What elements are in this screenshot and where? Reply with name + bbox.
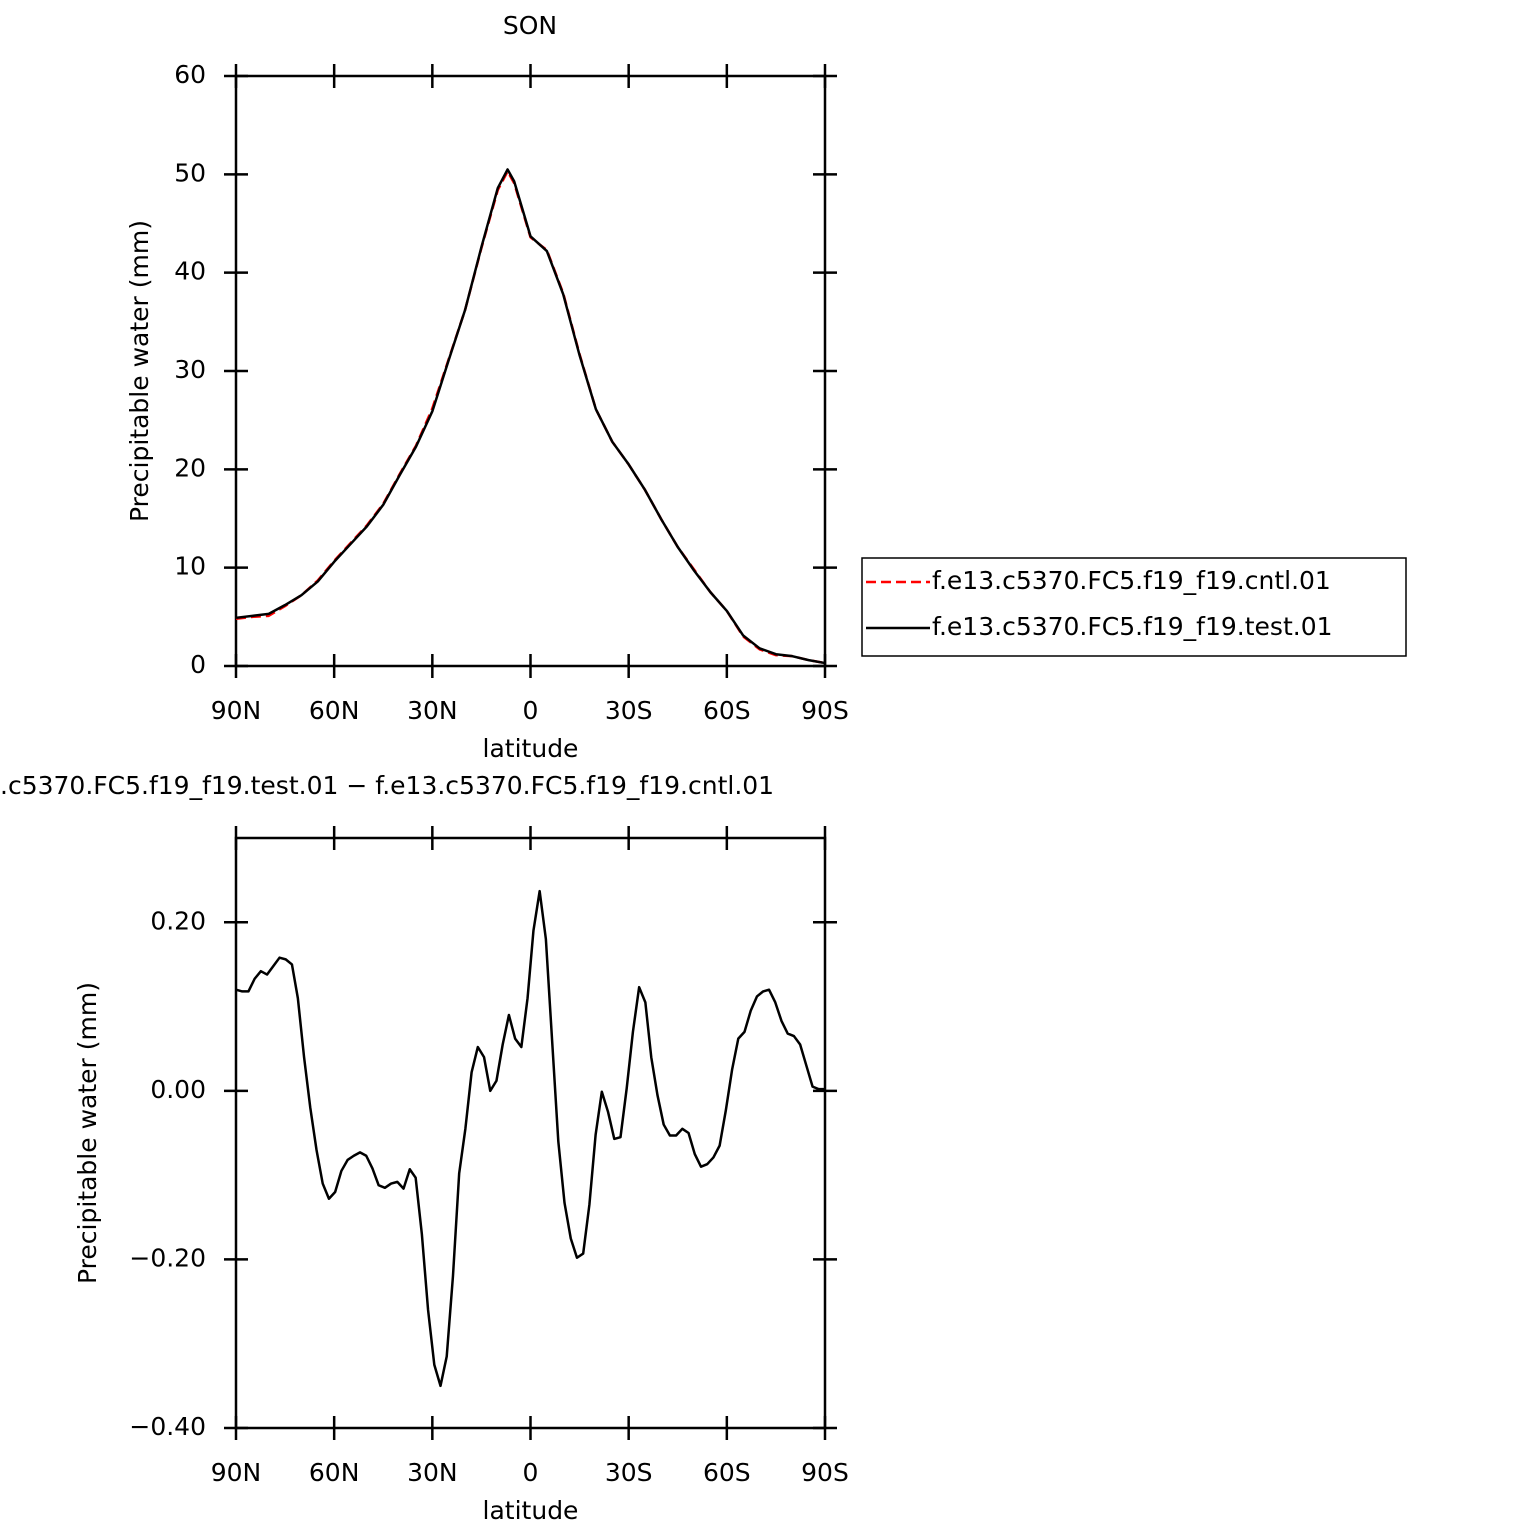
y-tick-label: 40 — [174, 257, 206, 286]
x-tick-label: 60S — [703, 696, 751, 725]
series-line — [235, 170, 826, 665]
y-tick-label: 60 — [174, 60, 206, 89]
x-tick-label: 90N — [211, 1458, 262, 1487]
x-tick-label: 30S — [605, 1458, 653, 1487]
x-tick-label: 0 — [523, 696, 539, 725]
y-tick-label: −0.20 — [129, 1243, 206, 1272]
y-tick-label: 30 — [174, 355, 206, 384]
y-tick-label: 0.20 — [150, 906, 206, 935]
x-tick-label: 0 — [523, 1458, 539, 1487]
y-tick-label: −0.40 — [129, 1412, 206, 1441]
y-axis-label: Precipitable water (mm) — [125, 220, 154, 522]
x-tick-label: 60S — [703, 1458, 751, 1487]
y-tick-label: 0 — [190, 650, 206, 679]
x-tick-label: 90N — [211, 696, 262, 725]
x-tick-label: 60N — [309, 696, 360, 725]
x-tick-label: 30N — [407, 696, 458, 725]
y-tick-label: 0.00 — [150, 1075, 206, 1104]
y-tick-label: 10 — [174, 552, 206, 581]
y-axis-label: Precipitable water (mm) — [73, 982, 102, 1284]
legend-label: f.e13.c5370.FC5.f19_f19.cntl.01 — [932, 566, 1331, 595]
x-tick-label: 90S — [801, 1458, 849, 1487]
series-line — [235, 889, 825, 1388]
x-axis-label: latitude — [483, 1496, 579, 1525]
x-tick-label: 30N — [407, 1458, 458, 1487]
chart-title: .c5370.FC5.f19_f19.test.01 − f.e13.c5370… — [0, 771, 774, 800]
x-tick-label: 30S — [605, 696, 653, 725]
plot-frame — [234, 74, 827, 668]
x-tick-label: 90S — [801, 696, 849, 725]
chart-title: SON — [503, 11, 557, 40]
legend-box — [861, 557, 1407, 657]
plot-frame — [234, 836, 827, 1430]
x-axis-label: latitude — [483, 734, 579, 763]
y-tick-label: 50 — [174, 158, 206, 187]
series-line — [235, 168, 826, 665]
y-tick-label: 20 — [174, 453, 206, 482]
x-tick-label: 60N — [309, 1458, 360, 1487]
legend-label: f.e13.c5370.FC5.f19_f19.test.01 — [932, 612, 1333, 641]
